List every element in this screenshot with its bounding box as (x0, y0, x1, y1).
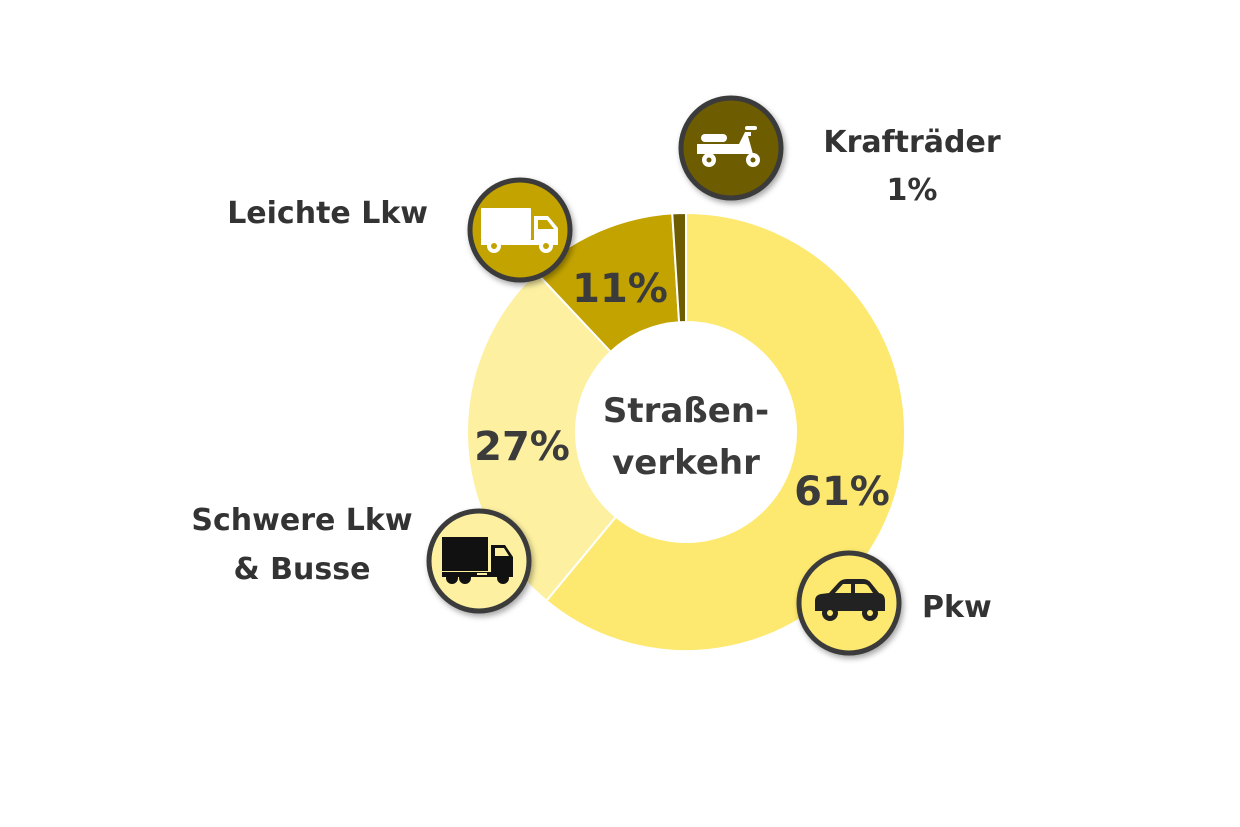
center-label-line-2: verkehr (612, 443, 760, 483)
heavy-truck-icon (426, 508, 532, 614)
light-truck-icon (467, 177, 573, 283)
category-label-pkw: Pkw (922, 590, 992, 625)
car-icon (796, 550, 902, 656)
category-label-leichte-lkw: Leichte Lkw (227, 196, 428, 231)
slice-value-pkw: 61% (794, 469, 890, 515)
scooter-icon (678, 95, 784, 201)
slice-pkw (544, 211, 906, 652)
category-value-kraftraeder: 1% (887, 173, 938, 208)
slice-value-schwere-lkw: 27% (474, 424, 570, 470)
category-label-schwere-lkw-line-1: Schwere Lkw (191, 503, 412, 538)
slice-kraftraeder (671, 211, 687, 324)
slice-value-leichte-lkw: 11% (572, 266, 668, 312)
center-label-line-1: Straßen- (603, 391, 769, 431)
category-label-kraftraeder: Krafträder (823, 125, 1001, 160)
category-label-schwere-lkw-line-2: & Busse (234, 552, 371, 587)
